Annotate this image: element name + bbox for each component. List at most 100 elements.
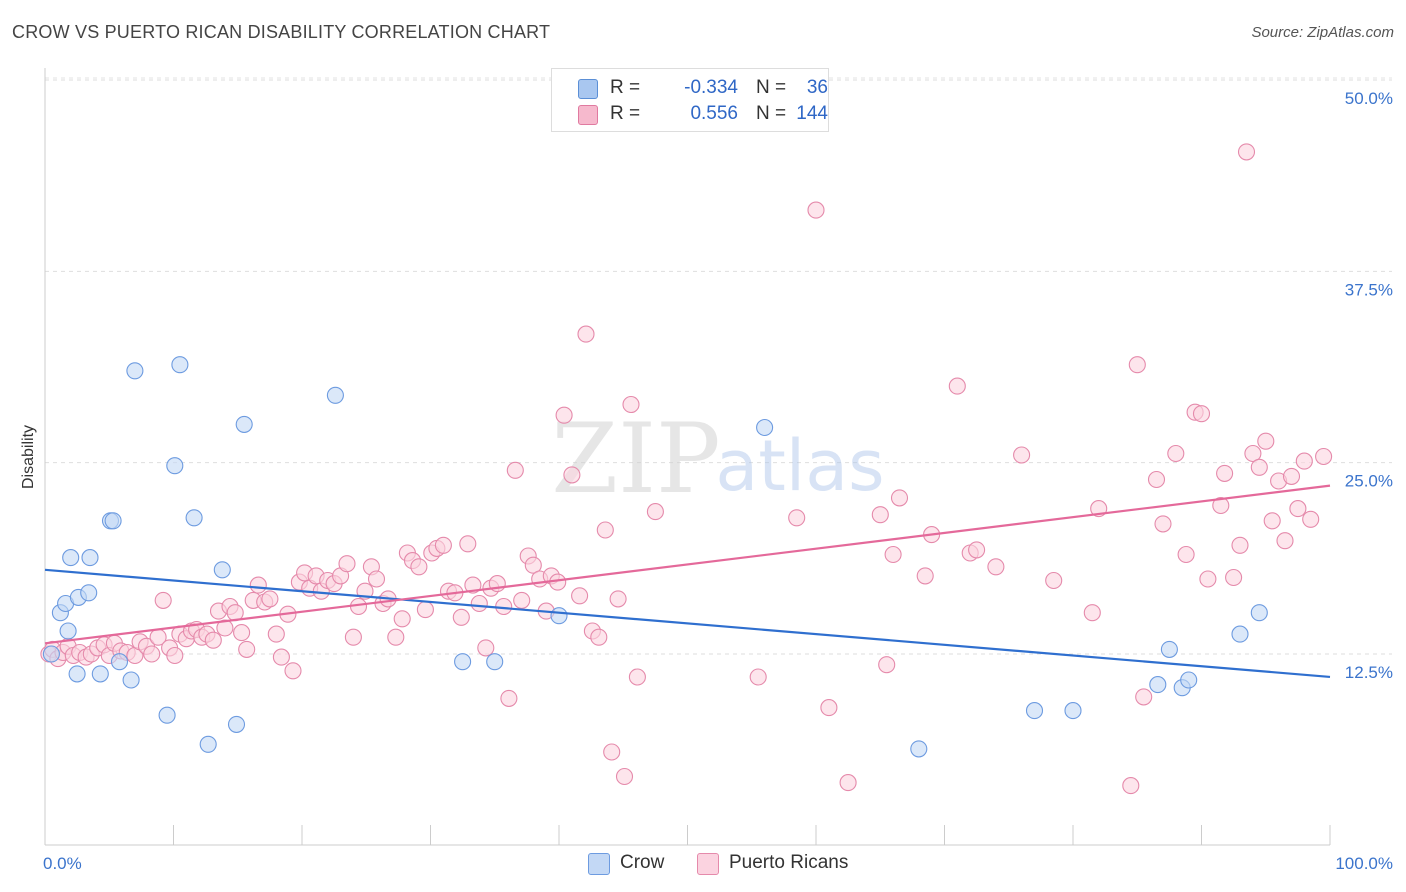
chart-title: CROW VS PUERTO RICAN DISABILITY CORRELAT…	[12, 22, 551, 42]
trend-line-puerto-ricans	[44, 484, 1331, 645]
point-puerto-ricans	[233, 624, 251, 642]
point-puerto-ricans	[577, 325, 595, 343]
point-puerto-ricans	[788, 509, 806, 527]
trend-lines	[44, 484, 1331, 679]
point-puerto-ricans	[410, 558, 428, 576]
chart-legend: Crow Puerto Ricans	[0, 852, 1406, 878]
point-puerto-ricans	[238, 640, 256, 658]
puerto-ricans-swatch	[578, 105, 598, 125]
point-puerto-ricans	[871, 506, 889, 524]
y-tick-label: 37.5%	[1345, 280, 1393, 299]
point-puerto-ricans	[459, 535, 477, 553]
point-puerto-ricans	[393, 610, 411, 628]
point-puerto-ricans	[344, 628, 362, 646]
point-puerto-ricans	[1257, 432, 1275, 450]
r-label: R =	[610, 103, 641, 124]
point-puerto-ricans	[1135, 688, 1153, 706]
point-crow	[104, 512, 122, 530]
point-puerto-ricans	[987, 558, 1005, 576]
data-points	[40, 143, 1333, 795]
point-puerto-ricans	[464, 576, 482, 594]
n-label: N =	[756, 77, 787, 98]
point-crow	[550, 607, 568, 625]
point-crow	[454, 653, 472, 671]
point-crow	[81, 549, 99, 567]
point-crow	[1180, 671, 1198, 689]
x-tick-label-max: 100.0%	[1335, 854, 1393, 873]
point-puerto-ricans	[513, 591, 531, 609]
point-puerto-ricans	[1128, 356, 1146, 374]
point-puerto-ricans	[1276, 532, 1294, 550]
point-puerto-ricans	[1192, 405, 1211, 423]
point-crow	[213, 561, 231, 579]
legend-swatch-crow	[588, 853, 610, 875]
point-puerto-ricans	[596, 521, 614, 539]
point-crow	[1160, 640, 1178, 658]
point-crow	[756, 418, 774, 437]
point-puerto-ricans	[143, 645, 161, 663]
n-value: 144	[796, 103, 828, 124]
point-puerto-ricans	[216, 619, 234, 637]
n-value: 36	[806, 77, 828, 98]
point-puerto-ricans	[1315, 447, 1333, 466]
r-value: -0.334	[684, 77, 738, 98]
point-puerto-ricans	[807, 201, 825, 219]
n-label: N =	[756, 103, 787, 124]
point-puerto-ricans	[506, 461, 524, 479]
watermark-atlas: atlas	[715, 425, 884, 507]
point-puerto-ricans	[1250, 458, 1268, 476]
point-crow	[68, 665, 86, 683]
point-puerto-ricans	[1083, 604, 1101, 622]
point-puerto-ricans	[1225, 568, 1243, 587]
point-crow	[166, 457, 184, 475]
point-puerto-ricans	[1199, 570, 1217, 588]
r-label: R =	[610, 77, 641, 98]
point-puerto-ricans	[622, 395, 640, 414]
point-crow	[235, 415, 253, 433]
point-puerto-ricans	[204, 631, 222, 649]
gridlines	[45, 77, 1392, 655]
point-puerto-ricans	[452, 608, 470, 626]
point-puerto-ricans	[434, 536, 452, 554]
watermark: ZIP atlas	[551, 403, 884, 515]
point-puerto-ricans	[387, 628, 405, 646]
y-tick-label: 50.0%	[1345, 89, 1393, 108]
point-crow	[199, 735, 217, 753]
point-puerto-ricans	[890, 489, 909, 507]
point-puerto-ricans	[416, 601, 434, 619]
point-puerto-ricans	[261, 590, 279, 608]
point-puerto-ricans	[1263, 512, 1281, 530]
correlation-stats-box: R = -0.334 N = 36 R = 0.556 N = 144	[551, 68, 829, 132]
y-axis-label: Disability	[20, 425, 37, 489]
point-puerto-ricans	[615, 767, 634, 786]
point-puerto-ricans	[524, 556, 542, 574]
point-crow	[62, 549, 80, 567]
point-puerto-ricans	[948, 377, 966, 395]
axis-labels: 12.5% 25.0% 37.5% 50.0% 0.0% 100.0% Disability	[20, 89, 1393, 873]
point-puerto-ricans	[878, 656, 896, 674]
point-puerto-ricans	[628, 668, 646, 686]
point-puerto-ricans	[284, 662, 302, 680]
point-crow	[80, 584, 98, 602]
point-puerto-ricans	[249, 576, 267, 594]
point-crow	[1250, 604, 1268, 622]
point-puerto-ricans	[1177, 545, 1195, 564]
point-puerto-ricans	[555, 406, 573, 424]
point-crow	[158, 706, 176, 724]
point-crow	[171, 356, 189, 374]
point-puerto-ricans	[916, 567, 934, 585]
point-puerto-ricans	[749, 668, 767, 686]
legend-label-puerto-ricans: Puerto Ricans	[729, 852, 849, 873]
point-crow	[486, 653, 504, 671]
point-puerto-ricans	[1231, 536, 1249, 554]
point-puerto-ricans	[1295, 452, 1313, 470]
point-puerto-ricans	[646, 503, 664, 521]
point-puerto-ricans	[500, 689, 518, 707]
point-crow	[910, 740, 928, 758]
point-crow	[59, 622, 77, 640]
legend-swatch-puerto-ricans	[697, 853, 719, 875]
point-puerto-ricans	[166, 646, 184, 665]
point-crow	[227, 715, 246, 733]
point-puerto-ricans	[367, 570, 386, 588]
